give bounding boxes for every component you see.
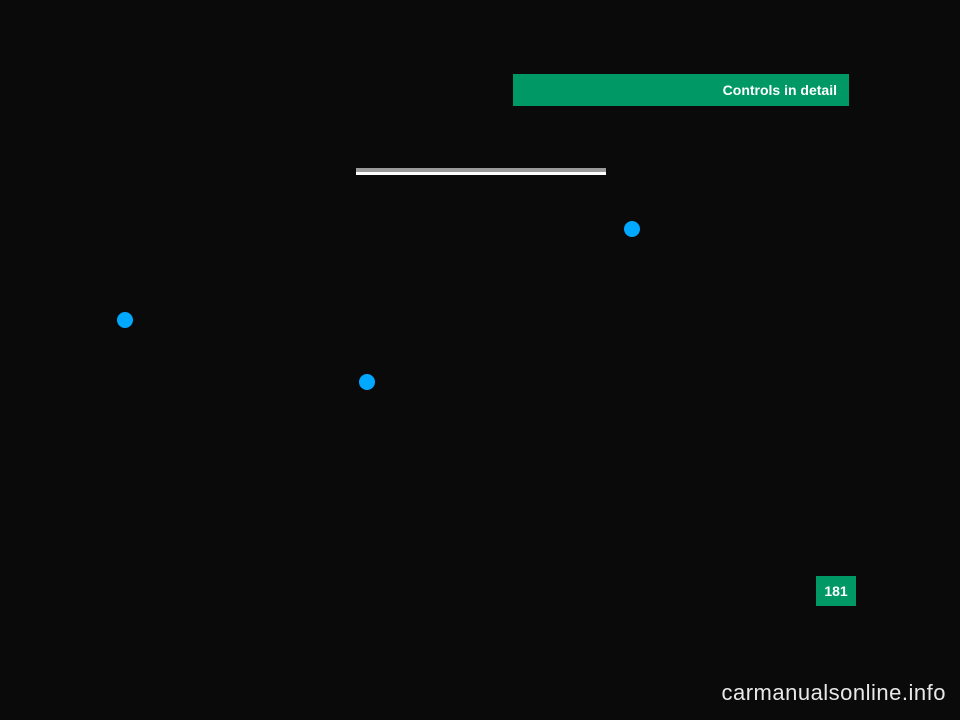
bullet-icon bbox=[117, 312, 133, 328]
section-header-text: Controls in detail bbox=[723, 82, 837, 98]
page-number: 181 bbox=[824, 583, 847, 599]
bullet-icon bbox=[359, 374, 375, 390]
bullet-icon bbox=[624, 221, 640, 237]
section-header-tab: Controls in detail bbox=[513, 74, 849, 106]
watermark-text: carmanualsonline.info bbox=[721, 680, 946, 706]
page-number-box: 181 bbox=[816, 576, 856, 606]
section-header-notch bbox=[849, 74, 859, 95]
column-divider bbox=[356, 168, 606, 175]
